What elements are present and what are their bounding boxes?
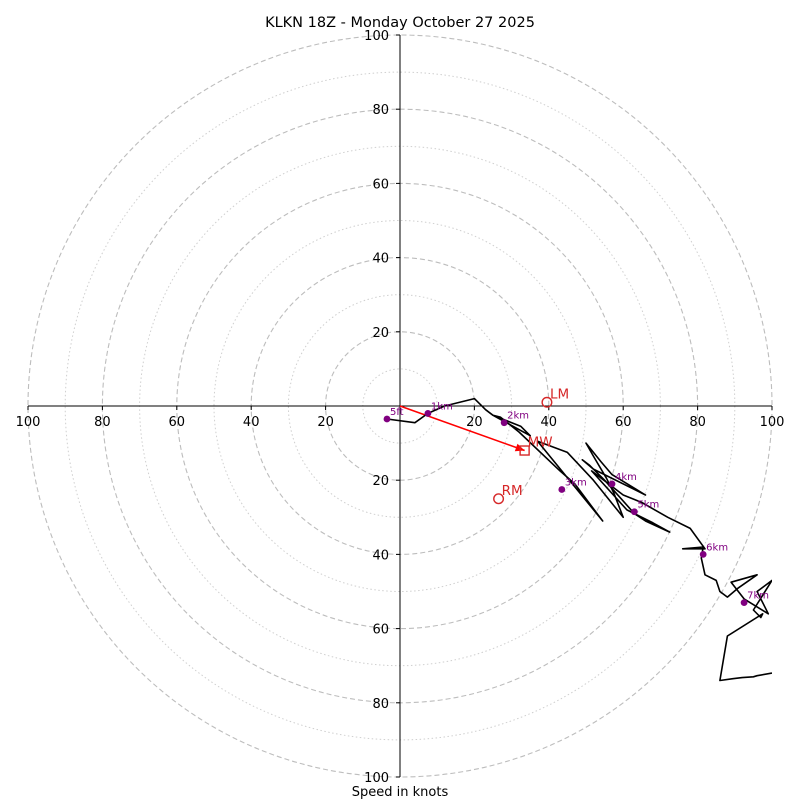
height-label-7km: 7km [747,591,769,602]
height-marker-7km [740,599,748,607]
storm-motion-rm-label: RM [502,483,523,499]
y-tick-label: 80 [372,103,389,118]
x-tick-label: 60 [615,415,632,430]
height-label-1km: 1km [431,401,453,412]
y-tick-label: 100 [364,29,389,44]
x-tick-label: 60 [169,415,186,430]
height-marker-5ft [383,415,391,423]
height-label-5km: 5km [637,500,659,511]
storm-motion-rm-marker [493,493,505,505]
x-tick-label: 20 [466,415,483,430]
storm-motion-mw-marker [519,445,530,456]
height-marker-2km [500,419,508,427]
storm-motion-lm-marker [541,396,553,408]
height-marker-6km [699,551,707,558]
y-tick-label: 40 [372,252,389,267]
height-marker-1km [424,410,432,417]
x-tick-label: 40 [243,415,260,430]
y-tick-label: 40 [372,548,389,563]
y-tick-label: 60 [372,623,389,638]
height-label-3km: 3km [565,477,587,488]
y-tick-label: 100 [364,771,389,786]
height-label-4km: 4km [615,472,637,483]
x-tick-label: 80 [689,415,706,430]
x-tick-label: 40 [541,415,558,430]
x-tick-label: 100 [16,415,41,430]
hodograph-trace [386,397,772,682]
storm-motion-lm-label: LM [550,386,569,402]
y-tick-label: 20 [372,326,389,341]
height-label-2km: 2km [507,411,529,422]
height-marker-4km [608,480,616,488]
tick-labels: 100 80 60 40 20 20 40 60 80 100 20 40 60 80 100 20 40 60 8… [16,29,785,786]
x-tick-label: 80 [94,415,111,430]
height-label-6km: 6km [706,542,728,553]
y-tick-label: 20 [372,474,389,489]
x-tick-label: 20 [317,415,334,430]
storm-motion-mw-label: MW [528,435,553,451]
x-tick-label: 100 [760,415,785,430]
height-marker-3km [558,486,566,493]
chart-title: KLKN 18Z - Monday October 27 2025 [265,15,535,31]
plot-area: 5ft 1km 2km 3km 4km 5km 6km 7km LM RM MW [383,386,772,682]
x-axis-label: Speed in knots [352,785,449,800]
y-tick-label: 60 [372,177,389,192]
y-tick-label: 80 [372,697,389,712]
height-marker-5km [630,508,638,516]
height-label-5ft: 5ft [390,407,404,418]
mean-wind-arrow [399,405,525,452]
